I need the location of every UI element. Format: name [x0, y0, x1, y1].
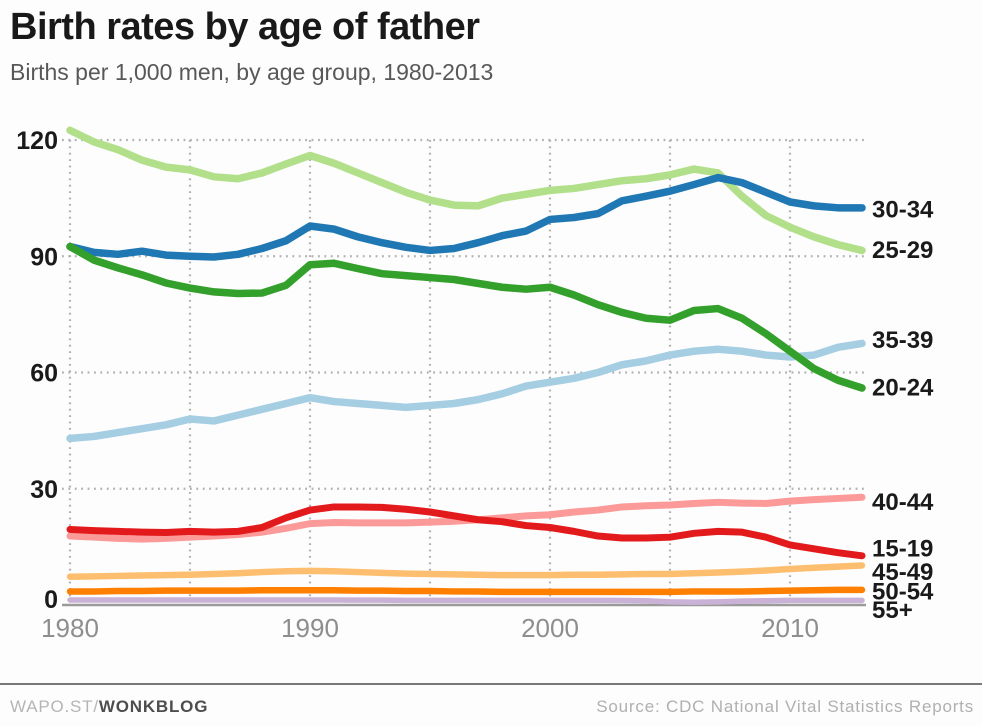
y-axis-label-0: 0 — [44, 586, 58, 614]
series-label-55+: 55+ — [872, 597, 913, 624]
series-line-45-49 — [66, 562, 866, 580]
branding-name: WONKBLOG — [98, 697, 209, 716]
y-axis-label-90: 90 — [30, 243, 58, 271]
branding-prefix: WAPO.ST/ — [10, 697, 99, 716]
series-line-15-19 — [66, 503, 866, 560]
source-credit: Source: CDC National Vital Statistics Re… — [596, 697, 974, 716]
series-label-25-29: 25-29 — [872, 237, 933, 264]
series-label-45-49: 45-49 — [872, 559, 933, 586]
series-line-30-34 — [66, 173, 866, 261]
page-title: Birth rates by age of father — [10, 6, 480, 48]
y-axis-label-30: 30 — [30, 476, 58, 504]
page-subtitle: Births per 1,000 men, by age group, 1980… — [10, 58, 494, 85]
x-axis-label-1980: 1980 — [41, 613, 99, 643]
x-axis-label-2000: 2000 — [521, 613, 579, 643]
x-axis-label-2010: 2010 — [761, 613, 819, 643]
series-label-15-19: 15-19 — [872, 535, 933, 562]
series-line-50-54 — [66, 586, 866, 596]
chart-header: Birth rates by age of father Births per … — [10, 6, 493, 86]
series-line-20-24 — [66, 242, 866, 392]
y-axis-label-120: 120 — [16, 127, 58, 155]
series-label-50-54: 50-54 — [872, 578, 934, 605]
y-axis-label-60: 60 — [30, 360, 58, 388]
series-label-40-44: 40-44 — [872, 489, 934, 516]
branding: WAPO.ST/WONKBLOG — [10, 697, 208, 717]
series-label-35-39: 35-39 — [872, 327, 933, 354]
series-label-20-24: 20-24 — [872, 375, 934, 402]
x-axis-label-1990: 1990 — [281, 613, 339, 643]
series-label-30-34: 30-34 — [872, 196, 934, 223]
series-line-25-29 — [66, 126, 866, 255]
series-line-35-39 — [66, 339, 866, 443]
footer: WAPO.ST/WONKBLOG Source: CDC National Vi… — [0, 683, 982, 717]
series-line-55+ — [67, 597, 865, 606]
